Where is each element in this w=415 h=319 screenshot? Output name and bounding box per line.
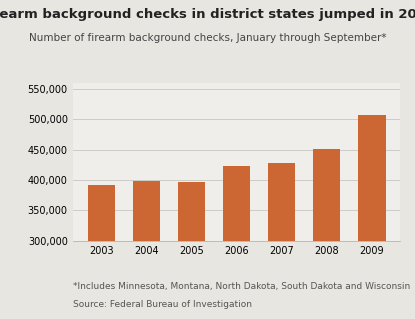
Text: Source: Federal Bureau of Investigation: Source: Federal Bureau of Investigation bbox=[73, 300, 251, 309]
Text: Firearm background checks in district states jumped in 2009: Firearm background checks in district st… bbox=[0, 8, 415, 21]
Bar bbox=[223, 166, 250, 319]
Text: Number of firearm background checks, January through September*: Number of firearm background checks, Jan… bbox=[29, 33, 386, 43]
Bar bbox=[88, 185, 115, 319]
Bar bbox=[133, 181, 160, 319]
Bar bbox=[359, 115, 386, 319]
Bar bbox=[268, 163, 295, 319]
Text: *Includes Minnesota, Montana, North Dakota, South Dakota and Wisconsin: *Includes Minnesota, Montana, North Dako… bbox=[73, 282, 410, 291]
Bar bbox=[178, 182, 205, 319]
Bar bbox=[313, 149, 340, 319]
